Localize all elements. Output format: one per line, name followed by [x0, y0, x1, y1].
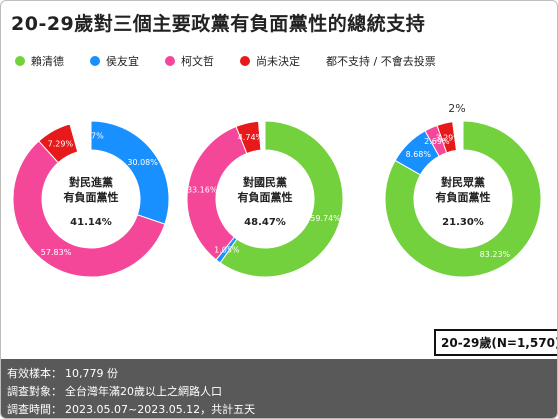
footer-row-period: 調查時間： 2023.05.07~2023.05.12，共計五天 — [7, 401, 255, 417]
center-label-kmt-0: 對國民黨 — [243, 175, 287, 189]
slice-label-kmt-4: 1 — [260, 132, 265, 141]
legend-dot-ko — [165, 56, 175, 66]
chart-title: 20-29歲對三個主要政黨有負面黨性的總統支持 — [11, 13, 426, 35]
slice-kmt-2 — [186, 125, 248, 261]
slice-tpp-0 — [384, 120, 542, 278]
footer-value-period: 2023.05.07~2023.05.12，共計五天 — [65, 403, 256, 416]
legend-item-ko: 柯文哲 — [165, 53, 214, 69]
legend-item-none: 都不支持 / 不會去投票 — [326, 53, 436, 69]
slice-label-kmt-1: 1.05% — [214, 246, 240, 255]
slice-label-tpp-3: 3.29% — [435, 133, 461, 142]
center-value-kmt: 48.47% — [244, 217, 286, 228]
slice-tpp-4 — [452, 120, 464, 151]
footer-row-target: 調查對象： 全台灣年滿20歲以上之網路人口 — [7, 383, 222, 399]
slice-kmt-4 — [258, 120, 266, 151]
center-value-dpp: 41.14% — [70, 217, 112, 228]
center-label-tpp-0: 對民眾黨 — [441, 175, 485, 189]
center-label-dpp-1: 有負面黨性 — [64, 190, 119, 204]
slice-label-tpp-0: 83.23% — [480, 250, 511, 259]
legend-item-hou: 侯友宜 — [90, 53, 139, 69]
footer-row-sample: 有效樣本： 10,779 份 — [7, 365, 118, 381]
legend-dot-undecided — [240, 56, 250, 66]
sample-size-box: 20-29歲(N=1,570) — [434, 329, 557, 356]
legend: 賴清德 侯友宜 柯文哲 尚未決定 都不支持 / 不會去投票 — [15, 53, 462, 69]
slice-label-kmt-0: 59.74% — [310, 214, 341, 223]
slice-dpp-4 — [69, 120, 92, 153]
slice-kmt-0 — [219, 120, 344, 278]
footer-label-sample: 有效樣本： — [7, 367, 62, 380]
survey-footer: 有效樣本： 10,779 份 調查對象： 全台灣年滿20歲以上之網路人口 調查時… — [1, 359, 557, 418]
slice-label-dpp-3: 7.29% — [48, 139, 74, 148]
slice-label-dpp-2: 57.83% — [41, 248, 72, 257]
footer-label-period: 調查時間： — [7, 403, 62, 416]
legend-item-undecided: 尚未決定 — [240, 53, 300, 69]
legend-label-lai: 賴清德 — [31, 55, 64, 68]
footer-label-target: 調查對象： — [7, 385, 62, 398]
slice-dpp-1 — [90, 120, 170, 225]
legend-item-lai: 賴清德 — [15, 53, 64, 69]
center-label-tpp-1: 有負面黨性 — [436, 190, 491, 204]
slice-label-kmt-2: 33.16% — [187, 186, 218, 195]
slice-label-tpp-1: 8.68% — [406, 150, 432, 159]
legend-label-ko: 柯文哲 — [181, 55, 214, 68]
legend-label-none: 都不支持 / 不會去投票 — [326, 55, 436, 68]
footer-value-target: 全台灣年滿20歲以上之網路人口 — [65, 385, 222, 398]
slice-label-kmt-3: 4.74% — [238, 133, 264, 142]
legend-dot-lai — [15, 56, 25, 66]
center-label-kmt-1: 有負面黨性 — [238, 190, 293, 204]
slice-label-tpp-4: 2% — [448, 102, 465, 115]
slice-label-dpp-1: 30.08% — [127, 158, 158, 167]
legend-label-hou: 侯友宜 — [106, 55, 139, 68]
slice-dpp-2 — [12, 140, 166, 278]
legend-dot-hou — [90, 56, 100, 66]
legend-label-undecided: 尚未決定 — [256, 55, 300, 68]
slice-label-dpp-0: 0.47% — [78, 132, 104, 141]
center-value-tpp: 21.30% — [442, 217, 484, 228]
center-label-dpp-0: 對民進黨 — [69, 175, 113, 189]
footer-value-sample: 10,779 份 — [65, 367, 118, 380]
slice-label-tpp-2: 2.69% — [424, 137, 450, 146]
